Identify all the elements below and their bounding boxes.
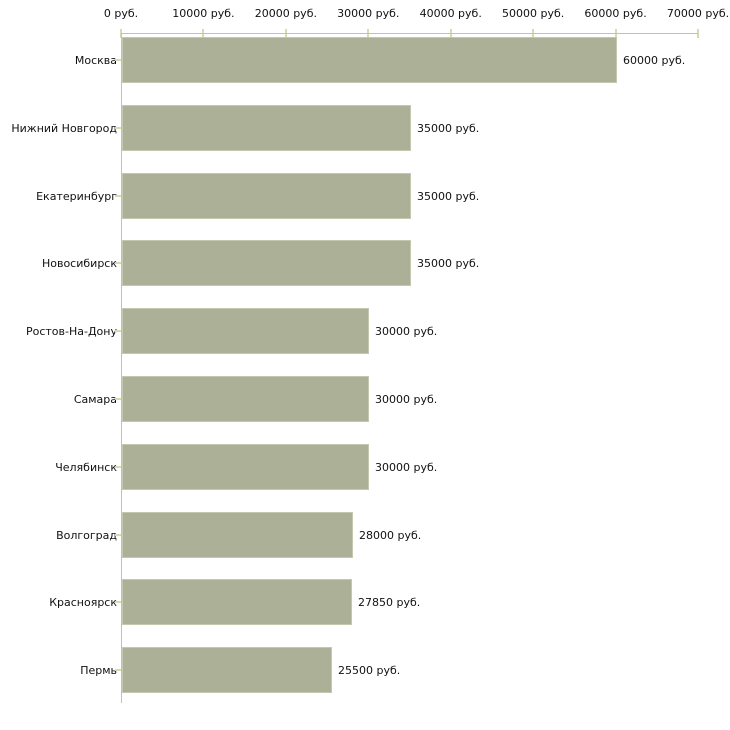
- bar: [122, 647, 332, 693]
- x-tick-label: 40000 руб.: [419, 7, 482, 20]
- x-tick-label: 70000 руб.: [666, 7, 730, 20]
- y-tick-mark: [115, 601, 121, 603]
- bar: [122, 444, 369, 490]
- category-label: Красноярск: [49, 595, 117, 609]
- category-label: Ростов-На-Дону: [25, 324, 117, 338]
- value-label: 30000 руб.: [375, 460, 438, 474]
- category-label: Нижний Новгород: [11, 121, 117, 135]
- value-label: 35000 руб.: [417, 121, 480, 135]
- y-tick-mark: [115, 534, 121, 536]
- bar: [122, 105, 411, 151]
- bar: [122, 376, 369, 422]
- value-label: 27850 руб.: [358, 595, 421, 609]
- y-tick-mark: [115, 398, 121, 400]
- category-label: Новосибирск: [41, 256, 117, 270]
- category-label: Москва: [74, 53, 117, 67]
- x-tick-label: 20000 руб.: [254, 7, 317, 20]
- category-label: Челябинск: [55, 460, 117, 474]
- x-axis-line: [121, 33, 698, 34]
- y-tick-mark: [115, 127, 121, 129]
- x-tick-label: 10000 руб.: [172, 7, 235, 20]
- bar: [122, 512, 353, 558]
- y-tick-mark: [115, 669, 121, 671]
- value-label: 25500 руб.: [338, 663, 401, 677]
- value-label: 35000 руб.: [417, 189, 480, 203]
- bar: [122, 308, 369, 354]
- value-label: 28000 руб.: [359, 528, 422, 542]
- bar: [122, 173, 411, 219]
- category-label: Екатеринбург: [36, 189, 117, 203]
- value-label: 35000 руб.: [417, 256, 480, 270]
- category-label: Самара: [73, 392, 117, 406]
- y-axis-line: [121, 33, 122, 703]
- y-tick-mark: [115, 466, 121, 468]
- value-label: 30000 руб.: [375, 392, 438, 406]
- bar: [122, 579, 352, 625]
- y-tick-mark: [115, 59, 121, 61]
- bar: [122, 37, 617, 83]
- y-tick-mark: [115, 262, 121, 264]
- value-label: 60000 руб.: [623, 53, 686, 67]
- value-label: 30000 руб.: [375, 324, 438, 338]
- bar: [122, 240, 411, 286]
- category-label: Волгоград: [56, 528, 117, 542]
- x-tick-label: 50000 руб.: [502, 7, 565, 20]
- x-tick-mark: [697, 29, 699, 38]
- x-tick-label: 30000 руб.: [337, 7, 400, 20]
- x-tick-label: 60000 руб.: [584, 7, 647, 20]
- x-tick-label: 0 руб.: [103, 7, 139, 20]
- y-tick-mark: [115, 195, 121, 197]
- y-tick-mark: [115, 330, 121, 332]
- category-label: Пермь: [80, 663, 117, 677]
